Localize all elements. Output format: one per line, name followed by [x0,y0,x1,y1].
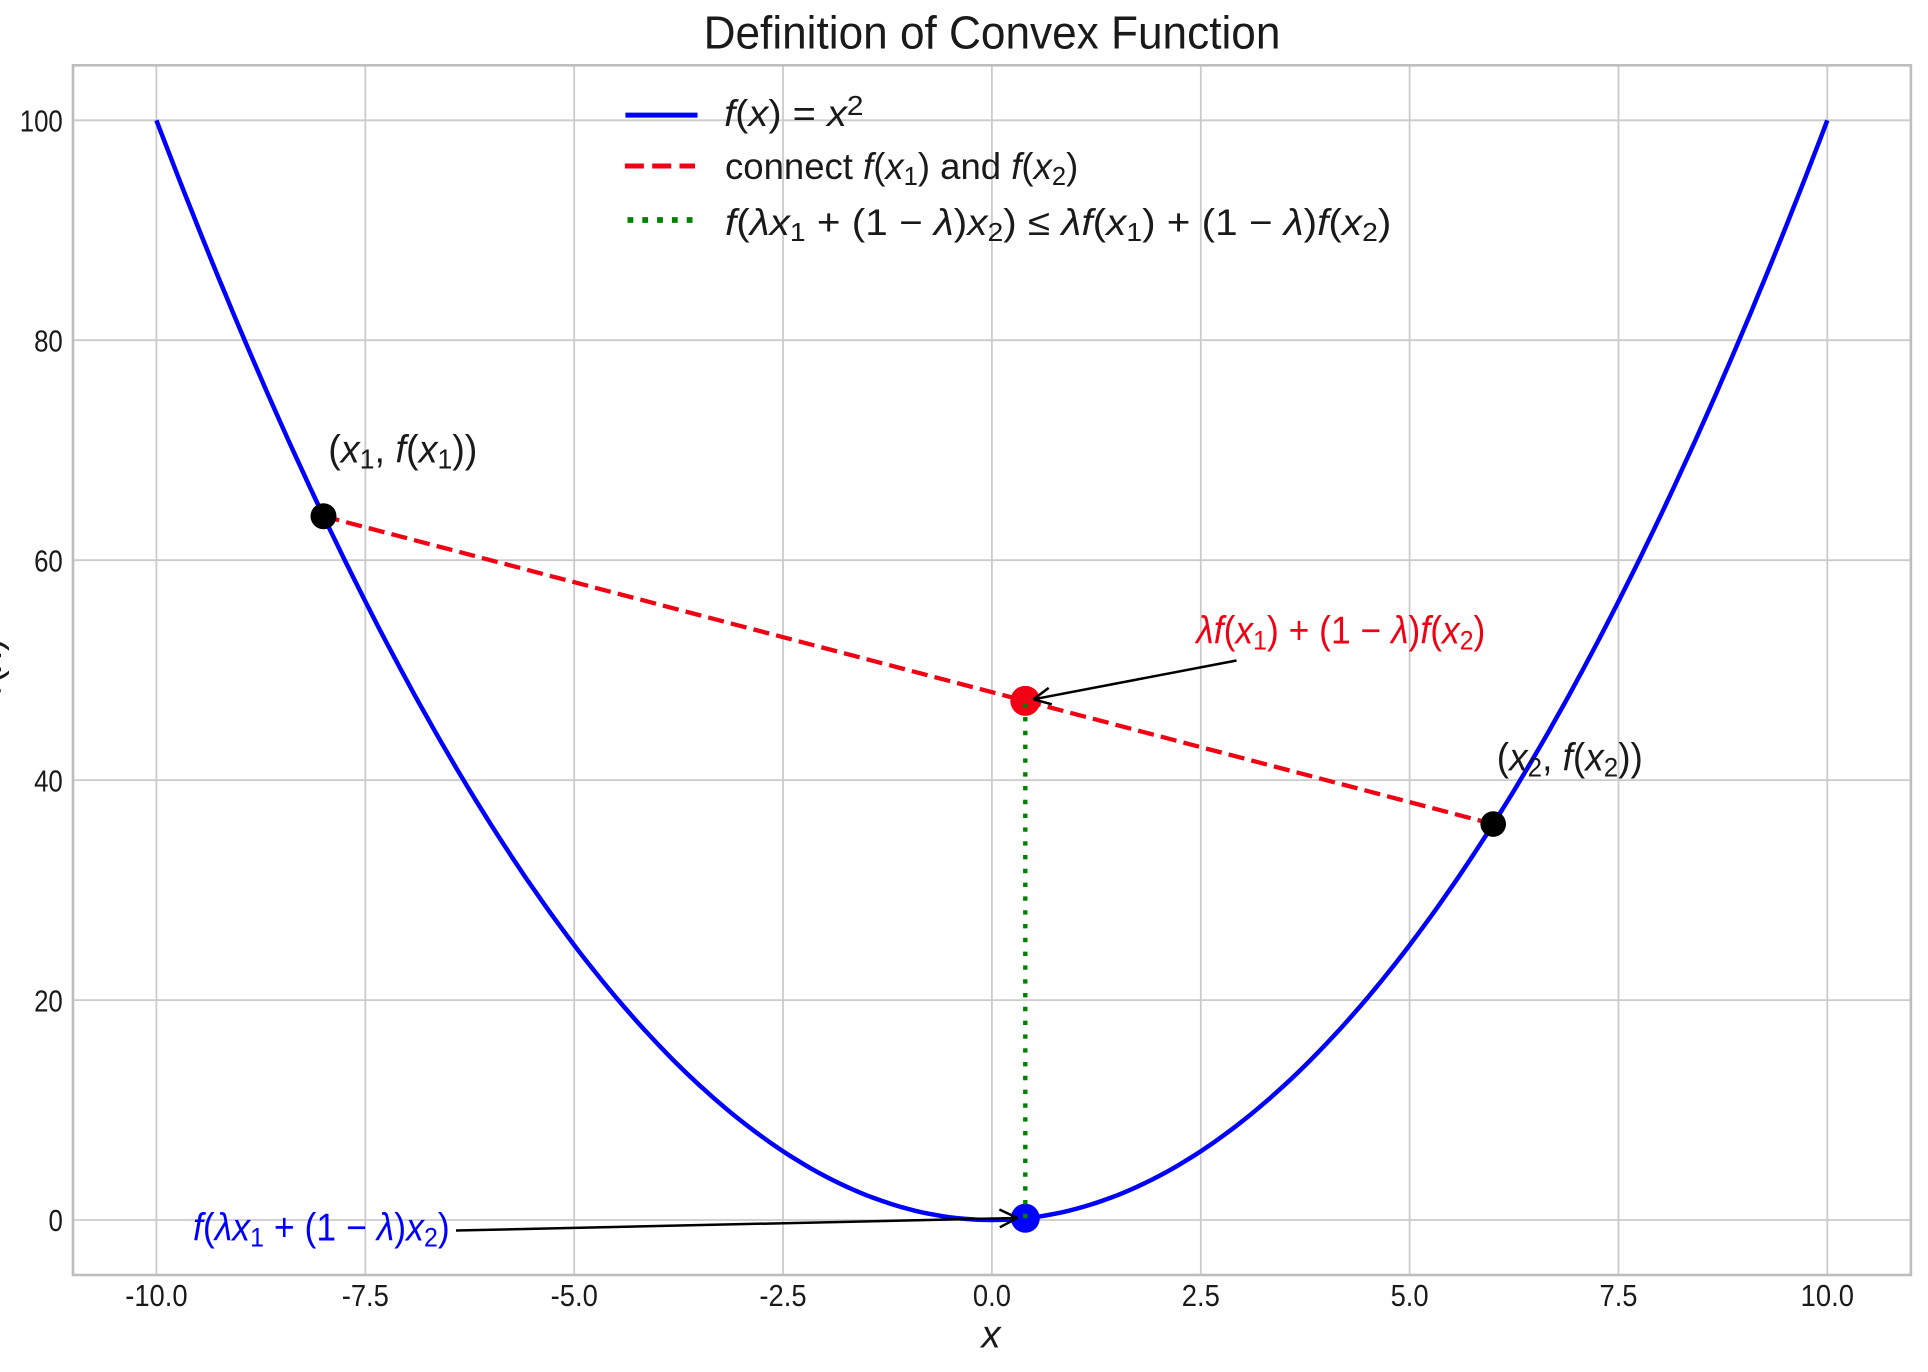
svg-text:-2.5: -2.5 [759,1280,806,1313]
svg-text:-7.5: -7.5 [342,1280,389,1313]
svg-text:connect f(x1​) and f(x2​): connect f(x1​) and f(x2​) [725,146,1078,191]
svg-text:7.5: 7.5 [1599,1280,1637,1313]
svg-text:f(λx1​ + (1 − λ)x2​): f(λx1​ + (1 − λ)x2​) [193,1205,450,1253]
svg-text:5.0: 5.0 [1391,1280,1429,1313]
svg-text:(x1​, f(x1​)): (x1​, f(x1​)) [328,428,477,475]
svg-text:60: 60 [34,545,63,578]
svg-text:100: 100 [20,105,63,138]
svg-text:0.0: 0.0 [973,1280,1011,1313]
svg-text:80: 80 [34,325,63,358]
svg-text:f(λx1​ + (1 − λ)x2​) ≤ λf(x1​): f(λx1​ + (1 − λ)x2​) ≤ λf(x1​) + (1 − λ)… [725,203,1391,247]
svg-text:-10.0: -10.0 [125,1280,187,1313]
svg-text:f(x) = x2​: f(x) = x2​ [724,91,863,135]
svg-text:40: 40 [34,764,63,797]
svg-text:2.5: 2.5 [1182,1280,1220,1313]
svg-text:0: 0 [48,1204,62,1237]
svg-text:f(x): f(x) [0,638,10,694]
svg-text:Definition of Convex Function: Definition of Convex Function [704,6,1281,58]
svg-text:10.0: 10.0 [1801,1280,1854,1313]
svg-text:x: x [979,1314,1002,1357]
svg-text:20: 20 [34,984,63,1017]
svg-text:λf(x1​) + (1 − λ)f(x2​): λf(x1​) + (1 − λ)f(x2​) [1194,609,1485,656]
svg-text:-5.0: -5.0 [551,1280,598,1313]
svg-text:(x2​, f(x2​)): (x2​, f(x2​)) [1497,737,1643,783]
